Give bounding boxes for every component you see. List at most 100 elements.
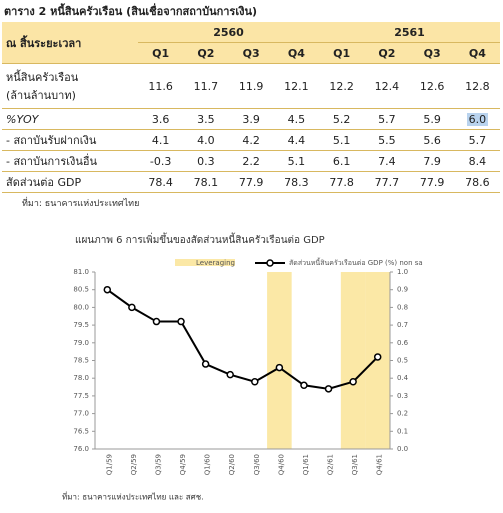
point <box>349 377 357 386</box>
cell-value: 4.0 <box>197 133 215 147</box>
cell: 0.3 <box>183 150 229 172</box>
line <box>106 288 379 390</box>
cell: 5.1 <box>319 129 365 151</box>
cell: 4.5 <box>273 108 319 130</box>
cell-value: 0.3 <box>197 154 215 168</box>
x-tick-label: Q2/60 <box>228 454 236 475</box>
cell-value: 4.5 <box>287 112 306 126</box>
cell: 4.4 <box>273 129 319 151</box>
header-row: Q1 Q2 Q3 Q4 Q1 Q2 Q3 Q4 <box>2 42 500 64</box>
row-label: หนี้สินครัวเรือน (ล้านล้านบาท) <box>2 63 138 109</box>
x-tick-label: Q3/61 <box>351 454 359 475</box>
legend-label: Leveraging <box>196 259 235 267</box>
y-tick-label: 77.5 <box>73 392 89 400</box>
cell-value: 2.2 <box>242 154 260 168</box>
x-tick-label: Q3/59 <box>154 454 162 475</box>
y-tick-label: 78.0 <box>73 374 89 382</box>
cell-value: 12.2 <box>329 79 354 93</box>
cell: 77.9 <box>228 171 274 193</box>
table-row: - สถาบันรับฝากเงิน 4.1 4.0 4.2 4.4 5.1 5.5 5.6 5… <box>2 129 500 151</box>
cell: 3.6 <box>138 108 184 130</box>
cell: 3.9 <box>228 108 274 130</box>
row-label-line: %YOY <box>6 112 39 126</box>
chart: แผนภาพ 6 การเพิ่มขึ้นของสัดส่วนหนี้สินคร… <box>62 232 423 502</box>
header-row: ณ สิ้นระยะเวลา 2560 2561 <box>2 22 500 64</box>
point <box>152 317 161 326</box>
cell-value: 7.9 <box>423 154 441 168</box>
cell-value: 3.9 <box>242 112 260 126</box>
row-label-line: - สถาบันการเงินอื่น <box>6 155 98 168</box>
cell: 78.6 <box>454 171 500 193</box>
cell-value: 12.4 <box>374 79 400 93</box>
cell-value: 11.6 <box>148 79 173 93</box>
point <box>300 381 308 390</box>
cell: 3.5 <box>183 108 229 130</box>
cell: 12.8 <box>454 63 500 109</box>
quarter-cell: Q1 <box>138 42 184 64</box>
cell-value: 4.1 <box>151 133 170 147</box>
x-tick-label: Q2/61 <box>327 454 335 475</box>
cell-value: 78.1 <box>193 175 219 189</box>
cell-value: 4.4 <box>287 133 306 147</box>
cell-value: 5.7 <box>378 112 396 126</box>
cell: 77.7 <box>364 171 410 193</box>
cell-value: 7.4 <box>378 154 396 168</box>
y2-tick-label: 1.0 <box>397 268 408 276</box>
point <box>251 377 259 386</box>
cell: 5.7 <box>454 129 500 151</box>
legend-label: สัดส่วนหนี้สินครัวเรือนต่อ GDP (%) non s… <box>289 256 423 267</box>
x-tick-label: Q1/59 <box>105 454 113 475</box>
cell: 2.2 <box>228 150 274 172</box>
point <box>226 370 234 379</box>
cell-value: 5.9 <box>423 112 441 126</box>
row-label-line: - สถาบันรับฝากเงิน <box>6 134 97 147</box>
quarter-cell: Q2 <box>364 42 410 64</box>
cell-value: 12.1 <box>284 79 309 93</box>
y-tick-label: 78.5 <box>73 357 89 365</box>
cell: 5.6 <box>409 129 455 151</box>
cell-value: 5.6 <box>423 133 441 147</box>
leveraging-band <box>267 272 292 449</box>
cell-value: 77.7 <box>374 175 400 189</box>
row-label-line: หนี้สินครัวเรือน <box>6 71 79 84</box>
y-tick-label: 81.0 <box>73 268 89 276</box>
table-row: หนี้สินครัวเรือน (ล้านล้านบาท) 11.6 11.7 11.… <box>2 63 500 109</box>
table: ณ สิ้นระยะเวลา 2560 2561 Q1 Q2 Q3 Q4 Q1 Q2 Q3 Q4 หน… <box>2 22 500 193</box>
leveraging-band <box>340 272 366 449</box>
cell-value: 77.9 <box>238 175 264 189</box>
quarter-cell: Q3 <box>409 42 455 64</box>
cell: 78.4 <box>138 171 184 193</box>
y-tick-label: 79.5 <box>73 321 89 329</box>
cell-value: 11.7 <box>193 79 219 93</box>
y2-tick-label: 0.2 <box>397 410 408 418</box>
point <box>324 385 333 393</box>
x-tick-label: Q3/60 <box>253 454 261 475</box>
legend-swatch <box>175 259 235 266</box>
cell: 6.1 <box>319 150 365 172</box>
x-tick-label: Q1/60 <box>204 454 212 475</box>
point <box>275 363 284 372</box>
point <box>373 353 382 361</box>
y2-tick-label: 0.0 <box>397 445 408 453</box>
x-tick-label: Q2/59 <box>130 454 138 475</box>
chart-title: แผนภาพ 6 การเพิ่มขึ้นของสัดส่วนหนี้สินคร… <box>75 232 325 246</box>
cell: 5.5 <box>364 129 410 151</box>
cell: 77.8 <box>319 171 365 193</box>
cell: 5.2 <box>319 108 365 130</box>
cell: 5.7 <box>364 108 410 130</box>
y-tick-label: 80.5 <box>73 286 89 294</box>
row-label-line: (ล้านล้านบาท) <box>6 89 76 102</box>
cell-value: 5.7 <box>468 133 487 147</box>
row-label: - สถาบันรับฝากเงิน <box>2 129 138 151</box>
cell-value: 8.4 <box>468 154 487 168</box>
table-row: - สถาบันการเงินอื่น -0.3 0.3 2.2 5.1 6.1 7.4 7.… <box>2 150 500 172</box>
cell: 11.9 <box>228 63 274 109</box>
row-label: สัดส่วนต่อ GDP <box>2 171 138 193</box>
row-label-line: สัดส่วนต่อ GDP <box>6 176 82 189</box>
cell: 78.1 <box>183 171 229 193</box>
cell: 8.4 <box>454 150 500 172</box>
cell-value: 78.6 <box>465 175 490 189</box>
cell-value: 11.9 <box>238 79 264 93</box>
cell-value: 12.8 <box>465 79 490 93</box>
cell-value: 6.1 <box>332 154 351 168</box>
